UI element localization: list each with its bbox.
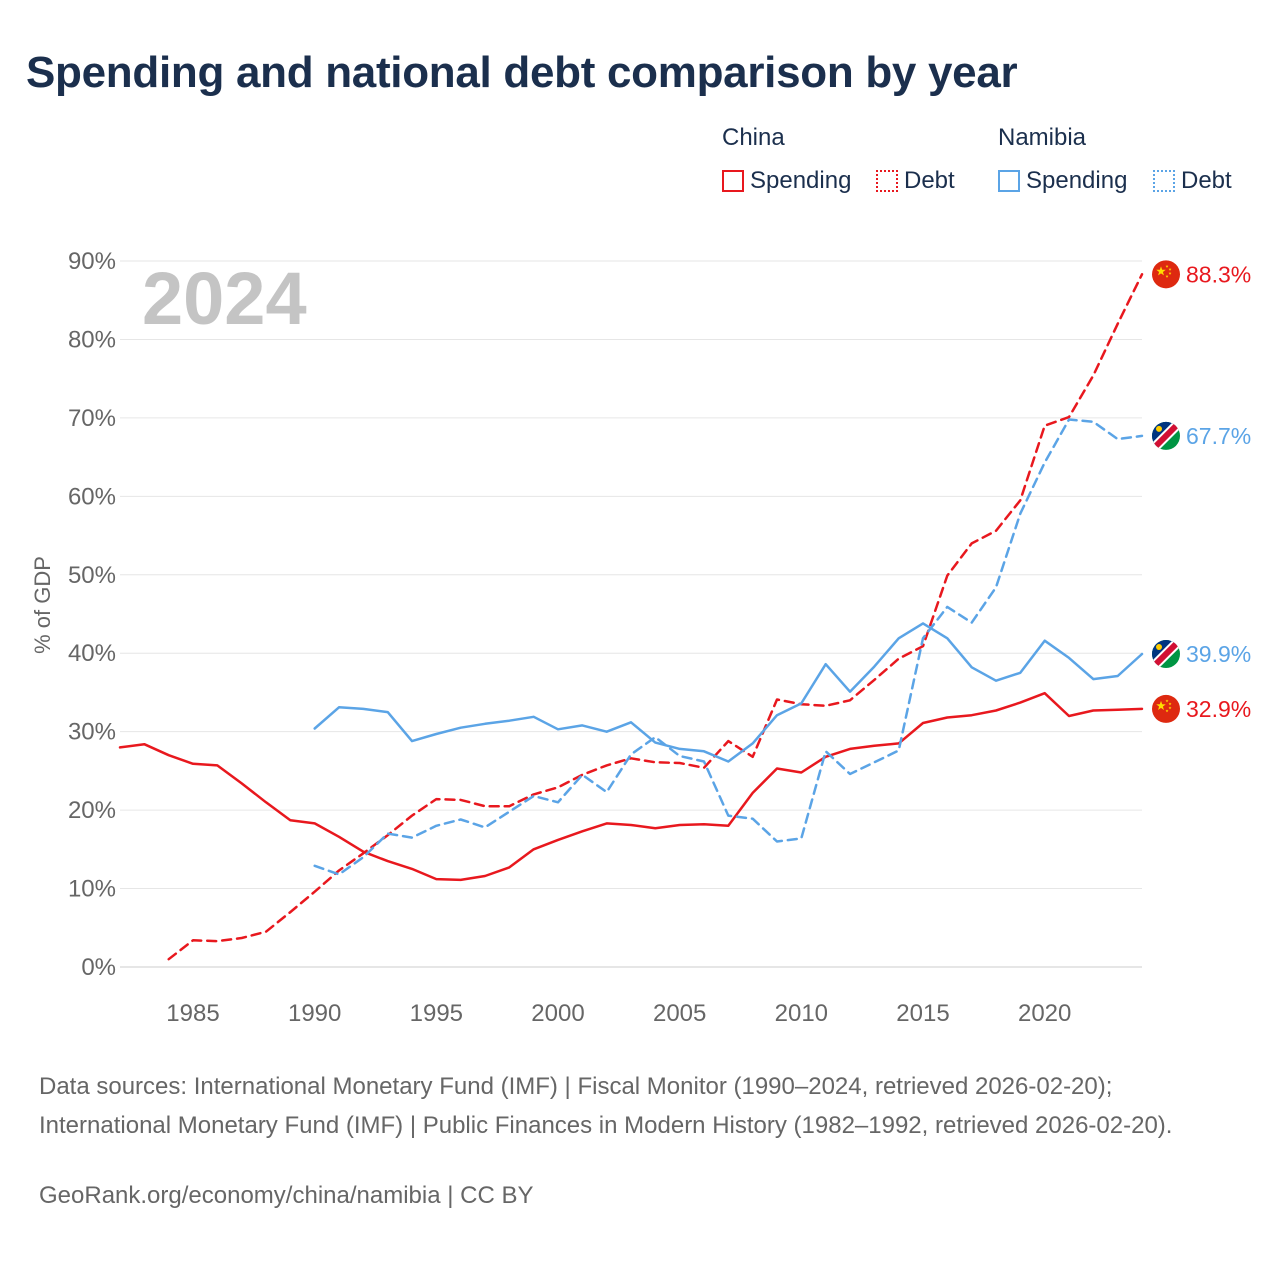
footer-sources: Data sources: International Monetary Fun… — [39, 1073, 1173, 1139]
legend-label-china-spending: Spending — [750, 167, 852, 194]
year-label: 2024 — [142, 257, 307, 340]
grid-lines — [120, 260, 1142, 968]
x-tick-label: 2000 — [531, 1000, 584, 1027]
y-tick-label: 60% — [68, 483, 116, 510]
legend-swatch-china-spending — [722, 170, 744, 192]
y-tick-label: 40% — [68, 640, 116, 667]
x-tick-label: 2020 — [1018, 1000, 1071, 1027]
end-label-china-spending: 32.9% — [1186, 696, 1251, 722]
y-tick-label: 0% — [81, 954, 116, 981]
legend-title-china: China — [722, 124, 785, 151]
end-label-namibia-spending: 39.9% — [1186, 641, 1251, 667]
namibia-flag-icon — [1152, 640, 1180, 669]
y-tick-label: 70% — [68, 405, 116, 432]
series-lines — [118, 273, 1144, 961]
x-tick-label: 1990 — [288, 1000, 341, 1027]
namibia-flag-icon — [1152, 421, 1180, 450]
china-flag-icon — [1152, 260, 1180, 289]
page-title: Spending and national debt comparison by… — [26, 48, 1018, 97]
x-axis: 1985 1990 1995 2000 2005 2010 2015 2020 — [166, 1000, 1071, 1027]
legend-swatch-china-debt — [876, 170, 898, 192]
legend-label-china-debt: Debt — [904, 167, 955, 194]
china-flag-icon — [1152, 694, 1180, 723]
series-line-namibia-spending — [313, 622, 1144, 763]
x-tick-label: 2010 — [775, 1000, 828, 1027]
y-tick-label: 80% — [68, 326, 116, 353]
y-tick-label: 10% — [68, 876, 116, 903]
footer-credit: GeoRank.org/economy/china/namibia | CC B… — [39, 1182, 534, 1209]
y-axis-title: % of GDP — [30, 556, 55, 654]
y-tick-label: 50% — [68, 562, 116, 589]
legend-namibia-spending[interactable]: Spending — [998, 166, 1127, 196]
legend-title-namibia: Namibia — [998, 124, 1087, 151]
line-chart: 0%10%20%30%40%50%60%70%80%90% 1985 1990 19… — [30, 248, 1251, 1027]
legend-swatch-namibia-spending — [998, 170, 1020, 192]
end-label-namibia-debt: 67.7% — [1186, 423, 1251, 449]
series-line-china-debt — [167, 273, 1144, 961]
y-tick-label: 20% — [68, 797, 116, 824]
legend-china-spending[interactable]: Spending — [722, 166, 851, 196]
legend-china-debt[interactable]: Debt — [876, 166, 955, 196]
legend-namibia-debt[interactable]: Debt — [1153, 166, 1232, 196]
series-line-namibia-debt — [313, 418, 1144, 876]
end-labels: 32.9% 88.3% 39.9% 67.7% — [1152, 260, 1251, 723]
series-line-china-spending — [118, 691, 1144, 882]
legend-swatch-namibia-debt — [1153, 170, 1175, 192]
y-axis: 0% 10% 20% 30% 40% 50% 60% 70% 80% 90% — [68, 248, 116, 981]
x-tick-label: 1985 — [166, 1000, 219, 1027]
legend-label-namibia-spending: Spending — [1026, 167, 1128, 194]
x-tick-label: 2015 — [896, 1000, 949, 1027]
legend-label-namibia-debt: Debt — [1181, 167, 1232, 194]
y-tick-label: 30% — [68, 719, 116, 746]
end-label-china-debt: 88.3% — [1186, 261, 1251, 287]
y-tick-label: 90% — [68, 248, 116, 275]
x-tick-label: 2005 — [653, 1000, 706, 1027]
x-tick-label: 1995 — [410, 1000, 463, 1027]
